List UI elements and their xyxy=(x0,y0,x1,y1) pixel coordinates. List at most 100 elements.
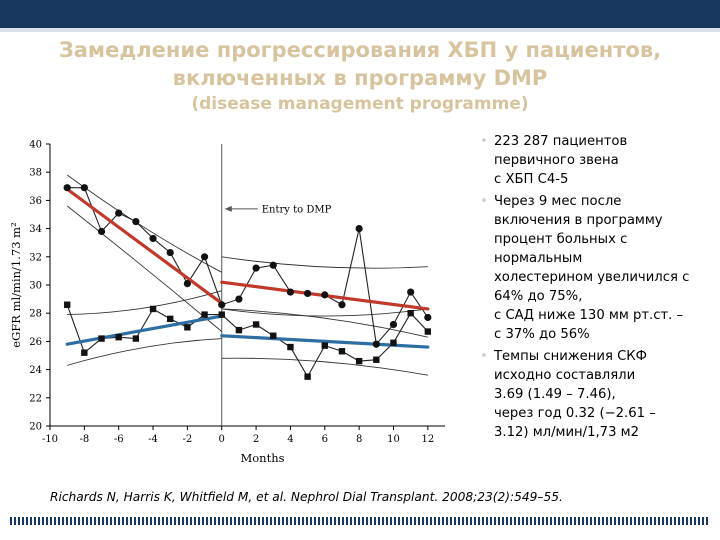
bullet-dot-icon: • xyxy=(480,349,488,364)
square-data-point xyxy=(98,335,105,342)
bullet-line: холестерином увеличился с xyxy=(494,270,690,285)
bullet-item: • Через 9 мес после включения в программ… xyxy=(472,192,708,344)
y-tick-label: 20 xyxy=(29,422,42,433)
square-data-point xyxy=(252,321,260,328)
circle-series-line xyxy=(67,187,429,346)
bullet-line: с 37% до 56% xyxy=(494,327,590,342)
circle-data-point xyxy=(407,288,415,296)
confidence-band-line xyxy=(221,308,428,317)
citation: Richards N, Harris K, Whitfield M, et al… xyxy=(50,490,563,504)
circle-data-point xyxy=(321,291,329,299)
x-tick-label: -6 xyxy=(114,434,124,445)
square-data-point xyxy=(149,305,157,313)
y-tick-label: 40 xyxy=(29,140,42,151)
bullet-line: включения в программу xyxy=(494,213,663,228)
square-data-point xyxy=(184,324,191,331)
bullet-dot-icon: • xyxy=(480,194,488,209)
square-data-point xyxy=(287,343,294,351)
circle-data-point xyxy=(80,184,88,192)
confidence-band-line xyxy=(66,174,222,273)
x-tick-label: -8 xyxy=(79,434,89,445)
x-tick-label: 0 xyxy=(219,434,225,445)
square-data-point xyxy=(304,373,311,380)
confidence-band-line xyxy=(67,290,222,316)
confidence-band-line xyxy=(66,205,223,332)
bullet-line: Через 9 мес после xyxy=(494,194,622,209)
y-tick-label: 36 xyxy=(29,196,42,207)
circle-data-point xyxy=(372,340,380,348)
bullet-dot-icon: • xyxy=(480,134,488,149)
square-data-point xyxy=(235,326,243,334)
bullet-line: 64% до 75%, xyxy=(494,289,583,304)
circle-data-point xyxy=(338,301,346,309)
title-line-2: включенных в программу DMP xyxy=(172,66,548,90)
x-tick-label: 12 xyxy=(421,434,434,445)
square-data-point xyxy=(355,357,363,365)
circle-data-point xyxy=(115,209,123,217)
circle-data-point xyxy=(132,217,140,226)
square-data-point xyxy=(167,315,174,323)
confidence-band-line xyxy=(221,357,428,376)
square-data-point xyxy=(407,310,414,317)
bullet-line: 223 287 пациентов xyxy=(494,134,628,149)
bullet-line: с ХБП С4-5 xyxy=(494,172,569,187)
y-tick-label: 28 xyxy=(29,309,42,320)
bullet-line: процент больных с xyxy=(494,232,628,247)
square-data-point xyxy=(63,301,71,308)
circle-data-point xyxy=(97,227,106,236)
circle-data-point xyxy=(149,234,157,243)
y-tick-label: 34 xyxy=(29,224,42,235)
bullet-line: через год 0.32 (−2.61 – xyxy=(494,406,656,421)
square-series-line xyxy=(66,304,429,378)
circle-data-point xyxy=(424,313,432,322)
y-tick-label: 22 xyxy=(29,393,42,404)
circle-data-point xyxy=(355,225,363,233)
x-tick-label: 4 xyxy=(287,434,293,445)
title-line-3: (disease management programme) xyxy=(191,94,529,114)
x-tick-label: 2 xyxy=(253,434,259,445)
square-data-point xyxy=(115,333,122,341)
square-data-point xyxy=(132,335,140,342)
bullet-line: нормальным xyxy=(494,251,583,266)
circle-data-point xyxy=(63,184,71,192)
x-tick-label: 6 xyxy=(322,434,328,445)
bullet-list: • 223 287 пациентов первичного звена с Х… xyxy=(472,132,708,445)
square-data-point xyxy=(424,328,432,335)
circle-data-point xyxy=(166,248,174,257)
circle-data-point xyxy=(286,288,295,296)
square-data-point xyxy=(270,332,277,339)
square-data-point xyxy=(321,342,328,349)
x-tick-label: 10 xyxy=(387,434,400,445)
square-data-point xyxy=(201,311,208,318)
bullet-line: с САД ниже 130 мм рт.ст. – xyxy=(494,308,684,323)
confidence-band-line xyxy=(221,256,428,269)
y-tick-label: 24 xyxy=(29,365,42,376)
bullet-item: • 223 287 пациентов первичного звена с Х… xyxy=(472,132,708,189)
square-data-point xyxy=(373,356,380,363)
entry-arrow-icon xyxy=(224,205,232,212)
y-tick-label: 26 xyxy=(29,337,42,348)
square-data-point xyxy=(81,349,88,356)
bullet-line: 3.69 (1.49 – 7.46), xyxy=(494,387,616,402)
y-tick-label: 32 xyxy=(29,252,42,263)
bullet-line: первичного звена xyxy=(494,153,619,168)
circle-data-point xyxy=(252,264,260,272)
confidence-band-line xyxy=(221,308,428,338)
square-data-point xyxy=(218,311,225,318)
y-tick-label: 30 xyxy=(29,281,42,292)
circle-data-point xyxy=(200,253,209,261)
circle-data-point xyxy=(183,279,191,288)
red-trend-line xyxy=(65,187,224,305)
x-axis-title: Months xyxy=(240,451,284,465)
x-tick-label: -4 xyxy=(148,434,158,445)
x-tick-label: 8 xyxy=(356,434,362,445)
bottom-stripe xyxy=(10,517,710,525)
circle-data-point xyxy=(218,301,226,309)
x-tick-label: -10 xyxy=(42,434,58,445)
top-bar xyxy=(0,0,720,32)
bullet-line: Темпы снижения СКФ xyxy=(494,349,648,364)
y-tick-label: 38 xyxy=(29,168,42,179)
square-data-point xyxy=(338,348,346,355)
circle-data-point xyxy=(269,261,277,269)
